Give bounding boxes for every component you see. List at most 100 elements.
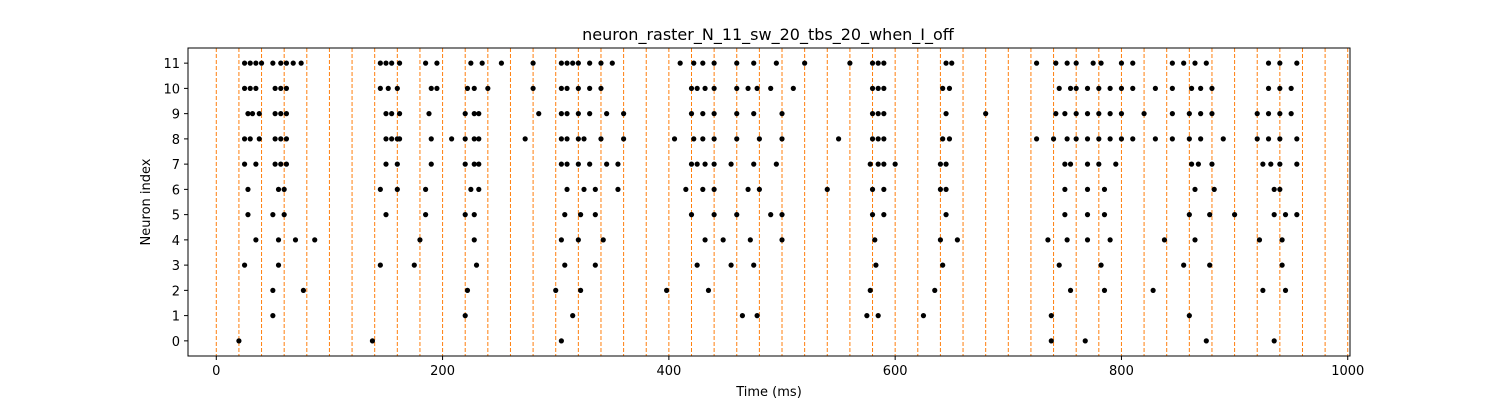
spike-point [734, 60, 740, 66]
spike-point [773, 60, 779, 66]
spike-point [241, 60, 248, 66]
spike-point [1169, 111, 1175, 117]
spike-point [278, 85, 284, 91]
spike-point [1282, 287, 1289, 293]
spike-point [249, 111, 256, 117]
spike-point [1294, 212, 1300, 218]
spike-point [476, 136, 482, 142]
spike-point [1271, 212, 1277, 218]
spike-point [1265, 136, 1272, 142]
spike-point [1098, 60, 1104, 66]
spike-point [369, 338, 376, 344]
spike-point [869, 85, 876, 91]
spike-point [688, 85, 695, 91]
spike-point [754, 85, 760, 91]
spike-point [747, 237, 753, 243]
spike-point [562, 212, 568, 218]
spike-point [940, 136, 946, 142]
spike-point [383, 111, 389, 117]
spike-point [1101, 212, 1108, 218]
spike-point [558, 136, 564, 142]
spike-point [270, 60, 276, 66]
spike-point [1277, 111, 1283, 117]
spike-point [937, 161, 944, 167]
spike-point [1064, 237, 1070, 243]
spike-point [1107, 136, 1113, 142]
spike-point [711, 136, 717, 142]
spike-point [1130, 136, 1136, 142]
spike-point [383, 212, 389, 218]
spike-point [1033, 60, 1040, 66]
spike-point [1084, 237, 1091, 243]
spike-point [734, 136, 740, 142]
spike-point [983, 111, 989, 117]
spike-point [728, 161, 734, 167]
spike-point [1198, 111, 1204, 117]
spike-point [751, 262, 757, 268]
spike-point [1203, 60, 1209, 66]
spike-point [1186, 212, 1192, 218]
spike-point [471, 237, 477, 243]
spike-point [867, 287, 873, 293]
x-tick-label: 0 [212, 364, 220, 379]
spike-point [473, 262, 480, 268]
spike-point [253, 161, 259, 167]
spike-point [875, 85, 881, 91]
spike-point [768, 212, 774, 218]
spike-point [700, 60, 706, 66]
spike-point [1130, 85, 1136, 91]
y-tick-label: 7 [172, 158, 180, 173]
spike-point [468, 60, 474, 66]
spike-point [694, 262, 700, 268]
spike-point [700, 186, 706, 192]
spike-point [1150, 287, 1156, 293]
spike-point [1082, 338, 1088, 344]
spike-point [464, 287, 471, 293]
spike-point [790, 85, 796, 91]
spike-point [298, 60, 304, 66]
spike-point [1062, 111, 1068, 117]
spike-point [1118, 111, 1125, 117]
spike-point [621, 136, 627, 142]
spike-point [558, 237, 564, 243]
spike-point [275, 237, 282, 243]
spike-point [739, 313, 746, 319]
spike-point [581, 186, 587, 192]
spike-point [869, 212, 876, 218]
x-axis-label: Time (ms) [735, 385, 802, 400]
spike-point [864, 313, 870, 319]
spike-point [396, 136, 403, 142]
spike-point [835, 136, 842, 142]
spike-point [389, 60, 395, 66]
spike-point [272, 136, 278, 142]
spike-point [278, 111, 284, 117]
spike-point [272, 85, 278, 91]
y-tick-label: 10 [163, 82, 180, 97]
spike-point [1118, 60, 1125, 66]
spike-point [705, 287, 712, 293]
spike-point [1084, 111, 1091, 117]
spike-point [943, 186, 949, 192]
spike-point [1268, 161, 1274, 167]
spike-point [892, 161, 898, 167]
spike-point [1073, 60, 1079, 66]
spike-point [1073, 111, 1079, 117]
spike-point [553, 287, 559, 293]
spike-point [383, 136, 389, 142]
spike-point [241, 136, 248, 142]
spike-point [756, 186, 762, 192]
spike-point [592, 186, 598, 192]
spike-point [485, 85, 491, 91]
spike-point [1288, 111, 1294, 117]
spike-point [734, 85, 740, 91]
spike-point [875, 313, 881, 319]
spike-point [711, 186, 717, 192]
spike-point [564, 85, 570, 91]
dashed-vertical-lines [215, 48, 1349, 356]
spike-point [468, 186, 474, 192]
spike-point [1265, 60, 1272, 66]
spike-point [615, 186, 621, 192]
spike-point [396, 111, 403, 117]
spike-point [711, 111, 717, 117]
spike-point [498, 60, 505, 66]
